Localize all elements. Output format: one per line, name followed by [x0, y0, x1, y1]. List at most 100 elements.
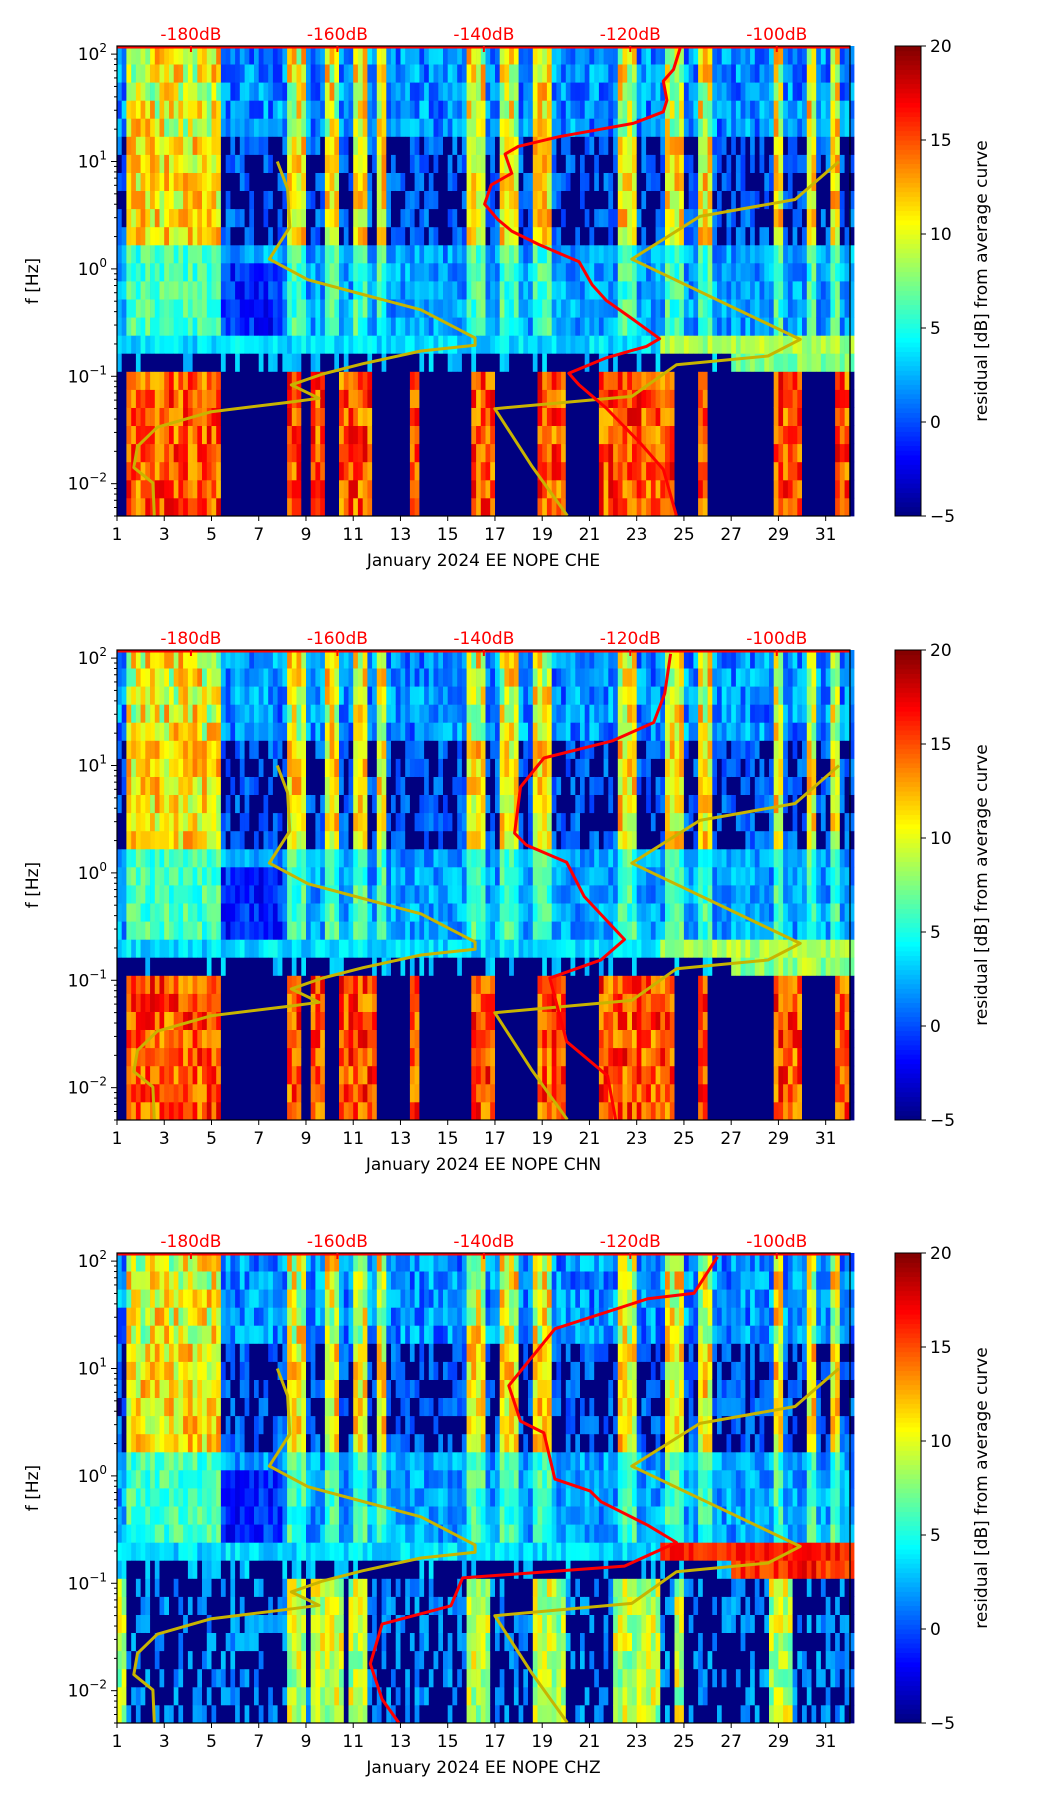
heatmap-cell: [811, 461, 817, 481]
heatmap-cell: [598, 64, 604, 83]
heatmap-cell: [187, 497, 193, 517]
heatmap-cell: [230, 740, 236, 759]
heatmap-cell: [126, 650, 132, 669]
heatmap-cell: [513, 425, 519, 445]
heatmap-cell: [121, 281, 127, 300]
heatmap-cell: [272, 281, 278, 300]
heatmap-cell: [528, 172, 534, 191]
heatmap-cell: [206, 353, 212, 372]
heatmap-cell: [598, 262, 604, 282]
heatmap-cell: [433, 371, 439, 390]
heatmap-cell: [121, 389, 127, 408]
heatmap-cell: [126, 1047, 132, 1067]
heatmap-cell: [169, 154, 175, 173]
heatmap-cell: [787, 443, 793, 463]
heatmap-cell: [717, 154, 723, 173]
heatmap-cell: [287, 100, 293, 119]
heatmap-cell: [239, 262, 245, 282]
heatmap-cell: [126, 885, 132, 904]
heatmap-cell: [258, 299, 264, 318]
heatmap-cell: [206, 740, 212, 759]
heatmap-cell: [235, 46, 241, 65]
heatmap-cell: [135, 776, 141, 795]
heatmap-cell: [164, 64, 170, 83]
heatmap-cell: [783, 479, 789, 499]
heatmap-cell: [121, 848, 127, 868]
heatmap-cell: [187, 46, 193, 65]
heatmap-cell: [849, 46, 855, 65]
heatmap-cell: [192, 172, 198, 191]
heatmap-cell: [792, 172, 798, 191]
heatmap-cell: [509, 479, 515, 499]
heatmap-cell: [254, 335, 260, 354]
heatmap-cell: [220, 262, 226, 282]
heatmap-cell: [235, 443, 241, 463]
heatmap-cell: [688, 443, 694, 463]
heatmap-cell: [216, 443, 222, 463]
heatmap-cell: [598, 226, 604, 246]
heatmap-cell: [627, 497, 633, 517]
heatmap-cell: [518, 281, 524, 300]
heatmap-cell: [211, 1047, 217, 1067]
heatmap-cell: [211, 1083, 217, 1103]
heatmap-cell: [150, 668, 156, 687]
heatmap-cell: [254, 118, 260, 137]
heatmap-cell: [291, 118, 297, 137]
heatmap-cell: [627, 226, 633, 246]
heatmap-cell: [797, 425, 803, 445]
heatmap-cell: [348, 371, 354, 390]
heatmap-cell: [830, 136, 836, 155]
heatmap-cell: [362, 100, 368, 119]
heatmap-cell: [154, 371, 160, 390]
heatmap-cell: [140, 993, 146, 1012]
heatmap-cell: [679, 479, 685, 499]
heatmap-cell: [764, 46, 770, 65]
heatmap-cell: [816, 154, 822, 173]
heatmap-cell: [348, 190, 354, 210]
heatmap-cell: [225, 939, 231, 958]
heatmap-cell: [315, 407, 321, 426]
heatmap-cell: [702, 172, 708, 191]
heatmap-cell: [169, 722, 175, 741]
heatmap-cell: [135, 1101, 141, 1121]
heatmap-cell: [617, 100, 623, 119]
heatmap-cell: [357, 136, 363, 155]
heatmap-cell: [291, 353, 297, 372]
heatmap-cell: [495, 190, 501, 210]
heatmap-cell: [154, 686, 160, 705]
heatmap-cell: [674, 371, 680, 390]
heatmap-cell: [220, 425, 226, 445]
heatmap-cell: [140, 903, 146, 922]
heatmap-cell: [117, 650, 123, 669]
heatmap-cell: [428, 479, 434, 499]
heatmap-cell: [806, 154, 812, 173]
heatmap-cell: [594, 299, 600, 318]
heatmap-cell: [183, 317, 189, 336]
heatmap-cell: [405, 154, 411, 173]
colorbar-tick-label: 15: [930, 131, 952, 151]
heatmap-cell: [324, 208, 330, 228]
heatmap-cell: [183, 353, 189, 372]
heatmap-cell: [778, 100, 784, 119]
heatmap-cell: [461, 226, 467, 246]
colorbar-segment: [895, 46, 921, 52]
heatmap-cell: [282, 82, 288, 101]
heatmap-cell: [263, 353, 269, 372]
heatmap-cell: [438, 46, 444, 65]
heatmap-cell: [150, 740, 156, 759]
heatmap-cell: [802, 407, 808, 426]
heatmap-cell: [282, 479, 288, 499]
heatmap-cell: [216, 668, 222, 687]
heatmap-cell: [693, 479, 699, 499]
heatmap-cell: [239, 299, 245, 318]
heatmap-cell: [414, 100, 420, 119]
heatmap-cell: [825, 497, 831, 517]
heatmap-cell: [792, 226, 798, 246]
heatmap-cell: [726, 371, 732, 390]
heatmap-cell: [461, 262, 467, 282]
heatmap-cell: [490, 281, 496, 300]
heatmap-cell: [414, 407, 420, 426]
heatmap-cell: [603, 299, 609, 318]
heatmap-cell: [433, 244, 439, 264]
heatmap-cell: [386, 226, 392, 246]
